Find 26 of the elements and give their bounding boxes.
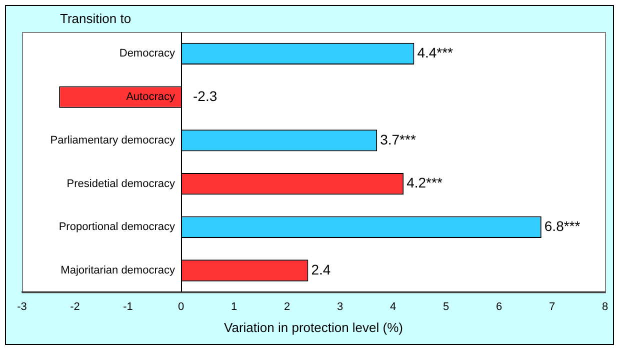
x-axis-title: Variation in protection level (%) <box>224 320 403 335</box>
data-label: 6.8*** <box>544 218 581 234</box>
data-label: -2.3 <box>193 88 218 104</box>
y-tick-label: Autocracy <box>126 91 176 104</box>
x-tick-label: 3 <box>336 300 344 313</box>
data-label: 4.2*** <box>406 174 443 191</box>
x-tick-label: 6 <box>496 300 502 313</box>
x-tick-label: 4 <box>390 300 396 313</box>
y-tick-label: Majoritarian democracy <box>60 264 176 277</box>
data-label: 4.4*** <box>417 44 454 61</box>
y-tick-label: Parliamentary democracy <box>50 134 176 146</box>
y-tick-label: Democracy <box>119 48 176 60</box>
x-tick-label: 5 <box>442 300 450 313</box>
x-tick-label: 0 <box>178 300 184 313</box>
y-axis-title: Transition to <box>60 11 132 26</box>
x-tick-label: 8 <box>602 300 608 313</box>
x-tick-label: 7 <box>548 300 556 313</box>
x-tick-label: 1 <box>230 300 238 313</box>
x-tick-label: 2 <box>284 300 290 313</box>
data-label: 3.7*** <box>380 131 416 148</box>
y-tick-label: Proportional democracy <box>58 221 176 234</box>
x-tick-label: -2 <box>70 300 80 313</box>
data-label: 2.4 <box>311 261 331 278</box>
x-tick-label: -3 <box>17 300 27 313</box>
x-tick-label: -1 <box>123 300 133 313</box>
y-tick-label: Presidetial democracy <box>66 178 176 190</box>
